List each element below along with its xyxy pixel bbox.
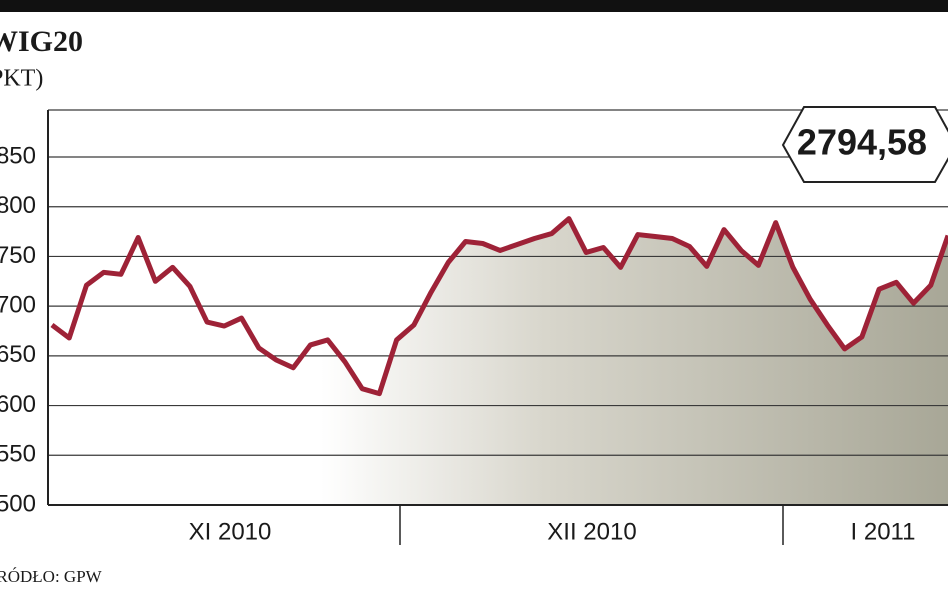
- top-bar: [0, 0, 948, 12]
- y-tick-label: 2600: [0, 391, 36, 418]
- y-tick-label: 2700: [0, 291, 36, 318]
- y-tick-label: 2850: [0, 142, 36, 169]
- area: [52, 218, 948, 505]
- chart-subtitle: (PKT): [0, 66, 43, 92]
- line: [50, 216, 948, 397]
- y-tick-label: 2550: [0, 441, 36, 468]
- month-label: XI 2010: [189, 518, 272, 545]
- y-tick-label: 2800: [0, 192, 36, 219]
- month-label: XII 2010: [547, 518, 636, 545]
- chart-title: WIG20: [0, 25, 83, 58]
- y-tick-label: 2500: [0, 490, 36, 517]
- source: ŹRÓDŁO: GPW: [0, 567, 103, 586]
- month-label: I 2011: [851, 518, 916, 545]
- y-tick-label: 2650: [0, 341, 36, 368]
- annotation-box: [781, 106, 948, 183]
- y-tick-label: 2750: [0, 242, 36, 269]
- annotation: 2794,58: [797, 122, 927, 163]
